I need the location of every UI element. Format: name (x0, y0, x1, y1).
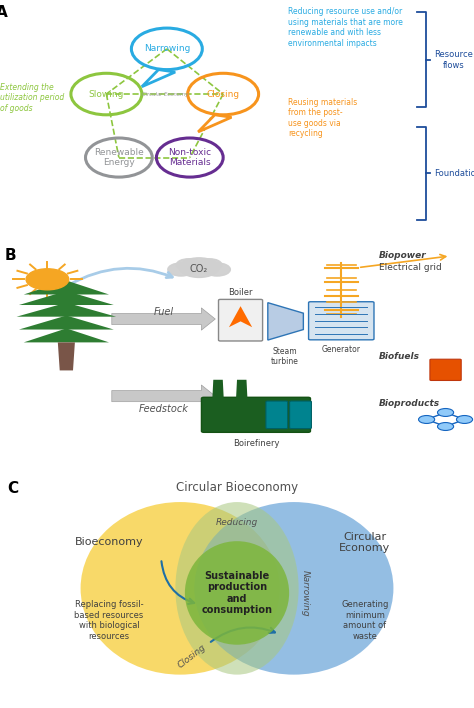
Text: A: A (0, 5, 8, 20)
Polygon shape (19, 291, 114, 305)
Text: Generator: Generator (322, 345, 361, 354)
Text: Transformer: Transformer (318, 321, 365, 331)
Text: Non-toxic
Materials: Non-toxic Materials (168, 148, 211, 167)
Polygon shape (198, 115, 231, 132)
Text: Circular
Economy: Circular Economy (339, 532, 391, 553)
Text: Circular Economy: Circular Economy (142, 91, 188, 96)
FancyBboxPatch shape (219, 299, 263, 341)
Text: Resource
flows: Resource flows (434, 50, 473, 69)
Circle shape (26, 269, 69, 290)
Text: Electrical grid: Electrical grid (379, 263, 442, 272)
Text: Bioproducts: Bioproducts (379, 399, 440, 408)
Text: C: C (7, 481, 18, 496)
Polygon shape (236, 379, 247, 399)
FancyBboxPatch shape (201, 397, 310, 433)
Polygon shape (19, 316, 114, 329)
Polygon shape (58, 343, 75, 370)
FancyBboxPatch shape (266, 401, 288, 428)
Text: Biopower: Biopower (379, 251, 427, 261)
Polygon shape (268, 303, 303, 340)
Circle shape (419, 416, 435, 423)
Text: Steam
turbine: Steam turbine (271, 347, 298, 367)
Text: Narrowing: Narrowing (301, 570, 310, 616)
Circle shape (176, 258, 201, 271)
Circle shape (168, 263, 194, 276)
Ellipse shape (185, 541, 289, 645)
Polygon shape (142, 69, 175, 86)
Text: Replacing fossil-
based resources
with biological
resources: Replacing fossil- based resources with b… (74, 600, 144, 641)
Text: Reusing materials
from the post-
use goods via
recycling: Reusing materials from the post- use goo… (288, 98, 357, 138)
Polygon shape (17, 303, 116, 316)
Text: Reducing: Reducing (216, 518, 258, 527)
Circle shape (438, 409, 454, 416)
Circle shape (456, 416, 473, 423)
Polygon shape (229, 306, 252, 327)
Text: Closing: Closing (176, 643, 208, 670)
Text: Reducing resource use and/or
using materials that are more
renewable and with le: Reducing resource use and/or using mater… (288, 7, 403, 47)
Text: Generating
minimum
amount of
waste: Generating minimum amount of waste (341, 600, 389, 641)
Text: Slowing: Slowing (89, 89, 124, 98)
Polygon shape (24, 329, 109, 343)
Circle shape (197, 258, 222, 271)
Text: Boiler: Boiler (228, 288, 253, 297)
FancyBboxPatch shape (430, 359, 461, 380)
Text: Feedstock: Feedstock (138, 404, 189, 414)
Text: Renewable
Energy: Renewable Energy (94, 148, 144, 167)
Ellipse shape (81, 502, 280, 675)
Text: Biofuels: Biofuels (379, 352, 420, 361)
Text: Bioeconomy: Bioeconomy (75, 537, 143, 547)
Text: Sustainable
production
and
consumption: Sustainable production and consumption (201, 571, 273, 615)
Text: Extending the
utilization period
of goods: Extending the utilization period of good… (0, 83, 64, 113)
Ellipse shape (175, 502, 299, 675)
Ellipse shape (194, 502, 393, 675)
Polygon shape (24, 280, 109, 295)
Text: Boirefinery: Boirefinery (233, 440, 279, 448)
Circle shape (438, 423, 454, 430)
Text: B: B (5, 248, 17, 263)
FancyArrowPatch shape (112, 385, 215, 407)
FancyBboxPatch shape (309, 302, 374, 340)
Text: Foundation: Foundation (434, 169, 474, 178)
FancyArrowPatch shape (112, 308, 215, 330)
Polygon shape (212, 379, 224, 399)
Text: Narrowing: Narrowing (144, 45, 190, 53)
Text: Closing: Closing (207, 89, 240, 98)
Text: CO₂: CO₂ (190, 264, 208, 274)
Text: Circular Bioeconomy: Circular Bioeconomy (176, 481, 298, 494)
Circle shape (179, 258, 219, 278)
Text: Fuel: Fuel (154, 307, 173, 317)
Circle shape (204, 263, 230, 276)
FancyBboxPatch shape (290, 401, 311, 428)
